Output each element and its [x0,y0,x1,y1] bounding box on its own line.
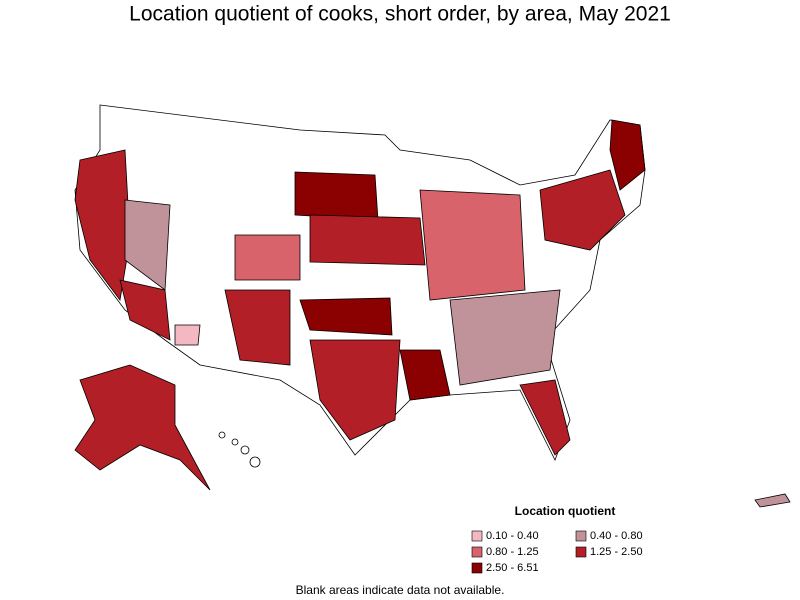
region-plains [309,214,426,266]
legend-title: Location quotient [515,504,616,518]
region-texas [309,339,401,441]
region-new-mexico [224,289,291,366]
region-dakotas [294,171,379,221]
legend-label: 1.25 - 2.50 [590,546,643,558]
puerto-rico [754,493,791,508]
region-oklahoma [299,297,393,336]
region-louisiana [399,349,451,401]
legend: 0.10 - 0.40 0.80 - 1.25 2.50 - 6.51 0.40 - … [471,530,643,574]
legend-swatch [575,530,587,542]
region-arizona [174,324,201,346]
legend-label: 0.40 - 0.80 [590,530,643,542]
region-colorado [234,234,301,281]
legend-label: 2.50 - 6.51 [486,562,539,574]
region-florida [519,379,571,456]
region-southeast [449,289,561,386]
legend-swatch [471,546,483,558]
region-midwest [419,189,526,301]
region-maine [609,119,646,191]
map-title: Location quotient of cooks, short order,… [129,3,671,26]
region-arizona-ca [119,279,171,341]
region-northeast [539,169,626,251]
footnote: Blank areas indicate data not available. [296,583,505,597]
region-west-coast [74,149,131,301]
us-map [74,104,791,508]
hawaii [218,431,261,468]
alaska [74,364,211,491]
legend-swatch [471,562,483,574]
legend-swatch [471,530,483,542]
legend-label: 0.80 - 1.25 [486,546,539,558]
legend-swatch [575,546,587,558]
legend-label: 0.10 - 0.40 [486,530,539,542]
